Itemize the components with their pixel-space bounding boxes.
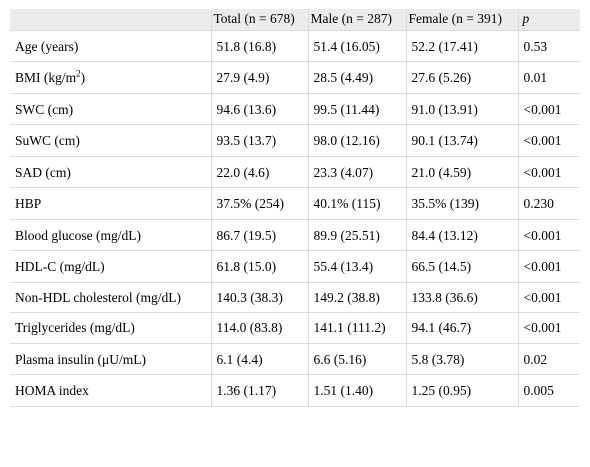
cell-total: 37.5% (254) <box>211 187 309 220</box>
row-label: Plasma insulin (μU/mL) <box>10 343 212 375</box>
cell-female: 1.25 (0.95) <box>406 374 519 407</box>
row-label: HOMA index <box>10 374 212 407</box>
cell-male: 40.1% (115) <box>308 187 407 220</box>
cell-female: 66.5 (14.5) <box>406 250 519 283</box>
header-female: Female (n = 391) <box>406 9 519 31</box>
row-label: Blood glucose (mg/dL) <box>10 219 212 251</box>
cell-female: 90.1 (13.74) <box>406 124 519 157</box>
cell-total: 51.8 (16.8) <box>211 30 309 62</box>
cell-p: <0.001 <box>518 124 580 157</box>
cell-total: 61.8 (15.0) <box>211 250 309 283</box>
cell-female: 35.5% (139) <box>406 187 519 220</box>
cell-p: <0.001 <box>518 219 580 251</box>
cell-total: 93.5 (13.7) <box>211 124 309 157</box>
table-header-row: Total (n = 678) Male (n = 287) Female (n… <box>10 9 580 31</box>
table-row: Triglycerides (mg/dL) 114.0 (83.8) 141.1… <box>10 312 580 344</box>
cell-p: 0.005 <box>518 374 580 407</box>
cell-total: 27.9 (4.9) <box>211 61 309 94</box>
cell-female: 5.8 (3.78) <box>406 343 519 375</box>
table-row: HBP 37.5% (254) 40.1% (115) 35.5% (139) … <box>10 187 580 220</box>
table-row: BMI (kg/m2) 27.9 (4.9) 28.5 (4.49) 27.6 … <box>10 61 580 94</box>
cell-male: 98.0 (12.16) <box>308 124 407 157</box>
row-label: BMI (kg/m2) <box>10 61 212 94</box>
cell-total: 114.0 (83.8) <box>211 312 309 344</box>
cell-male: 89.9 (25.51) <box>308 219 407 251</box>
cell-male: 6.6 (5.16) <box>308 343 407 375</box>
table-row: Blood glucose (mg/dL) 86.7 (19.5) 89.9 (… <box>10 219 580 251</box>
cell-p: <0.001 <box>518 156 580 188</box>
cell-female: 21.0 (4.59) <box>406 156 519 188</box>
header-blank <box>10 9 212 31</box>
row-label: HBP <box>10 187 212 220</box>
label-superscript: 2 <box>76 68 81 79</box>
cell-male: 99.5 (11.44) <box>308 93 407 125</box>
cell-male: 28.5 (4.49) <box>308 61 407 94</box>
cell-p: 0.230 <box>518 187 580 220</box>
cell-male: 23.3 (4.07) <box>308 156 407 188</box>
table-row: SWC (cm) 94.6 (13.6) 99.5 (11.44) 91.0 (… <box>10 93 580 125</box>
cell-female: 27.6 (5.26) <box>406 61 519 94</box>
row-label: SAD (cm) <box>10 156 212 188</box>
cell-p: <0.001 <box>518 282 580 313</box>
row-label: SuWC (cm) <box>10 124 212 157</box>
cell-male: 149.2 (38.8) <box>308 282 407 313</box>
cell-male: 1.51 (1.40) <box>308 374 407 407</box>
cell-male: 141.1 (111.2) <box>308 312 407 344</box>
cell-female: 133.8 (36.6) <box>406 282 519 313</box>
cell-total: 1.36 (1.17) <box>211 374 309 407</box>
table-row: SAD (cm) 22.0 (4.6) 23.3 (4.07) 21.0 (4.… <box>10 156 580 188</box>
cell-p: <0.001 <box>518 93 580 125</box>
cell-female: 52.2 (17.41) <box>406 30 519 62</box>
characteristics-table: Total (n = 678) Male (n = 287) Female (n… <box>10 9 580 407</box>
row-label: Non-HDL cholesterol (mg/dL) <box>10 282 212 313</box>
table-row: Plasma insulin (μU/mL) 6.1 (4.4) 6.6 (5.… <box>10 343 580 375</box>
cell-p: 0.53 <box>518 30 580 62</box>
cell-male: 51.4 (16.05) <box>308 30 407 62</box>
cell-p: 0.02 <box>518 343 580 375</box>
label-text: BMI (kg/m <box>15 70 77 85</box>
label-text-end: ) <box>80 70 86 85</box>
cell-female: 94.1 (46.7) <box>406 312 519 344</box>
cell-male: 55.4 (13.4) <box>308 250 407 283</box>
header-male: Male (n = 287) <box>308 9 407 31</box>
cell-p: <0.001 <box>518 312 580 344</box>
row-label: SWC (cm) <box>10 93 212 125</box>
cell-female: 91.0 (13.91) <box>406 93 519 125</box>
header-total: Total (n = 678) <box>211 9 309 31</box>
cell-p: <0.001 <box>518 250 580 283</box>
cell-total: 94.6 (13.6) <box>211 93 309 125</box>
cell-female: 84.4 (13.12) <box>406 219 519 251</box>
table-row: SuWC (cm) 93.5 (13.7) 98.0 (12.16) 90.1 … <box>10 124 580 157</box>
row-label: HDL-C (mg/dL) <box>10 250 212 283</box>
header-p: p <box>518 9 580 31</box>
table-row: HOMA index 1.36 (1.17) 1.51 (1.40) 1.25 … <box>10 374 580 407</box>
table-row: Age (years) 51.8 (16.8) 51.4 (16.05) 52.… <box>10 30 580 62</box>
cell-total: 140.3 (38.3) <box>211 282 309 313</box>
cell-total: 22.0 (4.6) <box>211 156 309 188</box>
table-row: HDL-C (mg/dL) 61.8 (15.0) 55.4 (13.4) 66… <box>10 250 580 283</box>
row-label: Triglycerides (mg/dL) <box>10 312 212 344</box>
cell-total: 6.1 (4.4) <box>211 343 309 375</box>
cell-total: 86.7 (19.5) <box>211 219 309 251</box>
cell-p: 0.01 <box>518 61 580 94</box>
row-label: Age (years) <box>10 30 212 62</box>
table-row: Non-HDL cholesterol (mg/dL) 140.3 (38.3)… <box>10 282 580 313</box>
